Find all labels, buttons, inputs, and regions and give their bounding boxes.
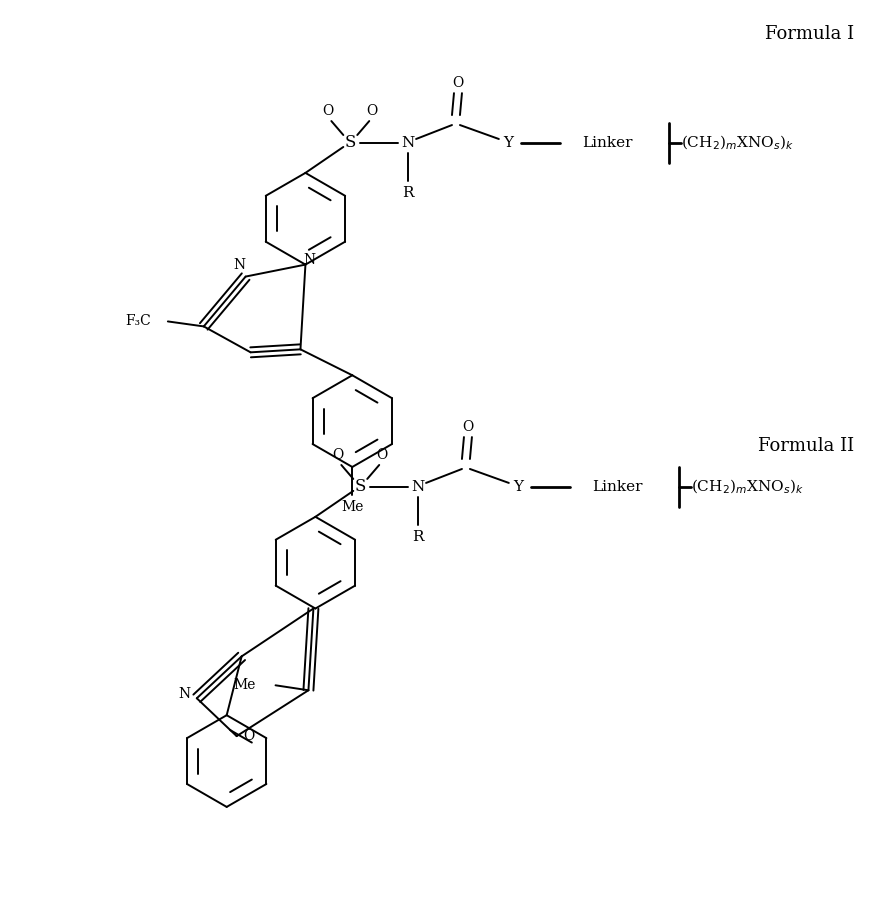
Text: Linker: Linker [592, 480, 643, 494]
Text: O: O [333, 448, 344, 462]
Text: O: O [452, 76, 464, 90]
Text: S: S [355, 478, 366, 496]
Text: O: O [323, 104, 334, 118]
Text: O: O [243, 729, 254, 744]
Text: Y: Y [502, 136, 513, 150]
Text: N: N [401, 136, 415, 150]
Text: (CH$_2$)$_m$XNO$_s$)$_k$: (CH$_2$)$_m$XNO$_s$)$_k$ [681, 134, 794, 152]
Text: S: S [344, 134, 356, 151]
Text: N: N [411, 480, 425, 494]
Text: (CH$_2$)$_m$XNO$_s$)$_k$: (CH$_2$)$_m$XNO$_s$)$_k$ [691, 477, 804, 496]
Text: N: N [303, 252, 316, 266]
Text: Me: Me [342, 499, 364, 514]
Text: Linker: Linker [582, 136, 633, 150]
Text: O: O [462, 420, 474, 434]
Text: Formula I: Formula I [764, 26, 854, 43]
Text: O: O [367, 104, 378, 118]
Text: Me: Me [233, 678, 256, 692]
Text: Formula II: Formula II [757, 437, 854, 455]
Text: R: R [402, 185, 414, 200]
Text: F₃C: F₃C [125, 315, 151, 329]
Text: Y: Y [513, 480, 523, 494]
Text: O: O [376, 448, 388, 462]
Text: N: N [233, 258, 246, 272]
Text: N: N [179, 688, 191, 701]
Text: R: R [412, 530, 424, 543]
